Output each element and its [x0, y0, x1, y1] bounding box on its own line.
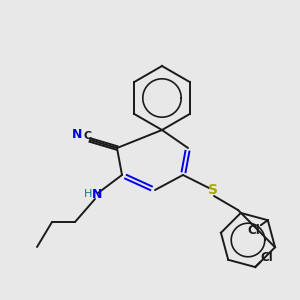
Text: Cl: Cl — [248, 224, 260, 237]
Text: N: N — [92, 188, 102, 200]
Text: S: S — [208, 183, 218, 197]
Text: C: C — [84, 131, 92, 141]
Text: Cl: Cl — [261, 250, 274, 263]
Text: H: H — [84, 189, 92, 199]
Text: N: N — [72, 128, 82, 140]
